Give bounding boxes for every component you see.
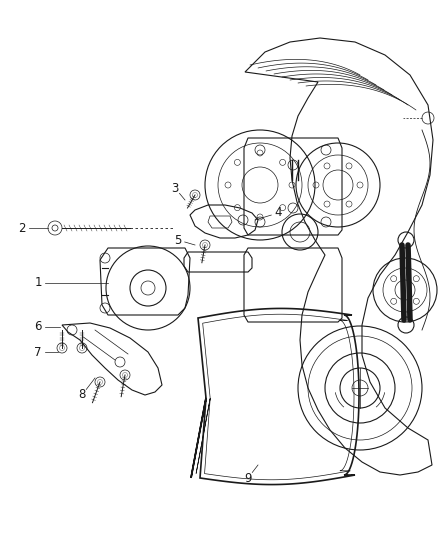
Text: 8: 8 bbox=[78, 389, 86, 401]
Text: 3: 3 bbox=[171, 182, 179, 195]
Text: 9: 9 bbox=[244, 472, 252, 484]
Text: 1: 1 bbox=[34, 277, 42, 289]
Text: 6: 6 bbox=[34, 320, 42, 334]
Text: 2: 2 bbox=[18, 222, 26, 235]
Text: 4: 4 bbox=[274, 206, 282, 220]
Text: 5: 5 bbox=[174, 233, 182, 246]
Text: 7: 7 bbox=[34, 345, 42, 359]
